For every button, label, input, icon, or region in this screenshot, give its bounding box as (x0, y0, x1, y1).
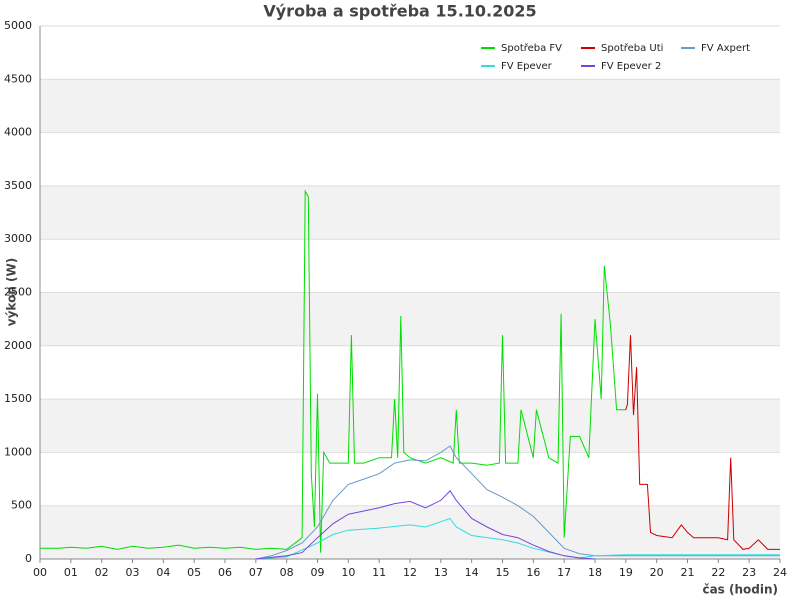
y-tick-label: 500 (11, 499, 32, 512)
legend-label: Spotřeba FV (501, 42, 562, 54)
y-tick-label: 3500 (4, 179, 32, 192)
y-tick-label: 2500 (4, 286, 32, 299)
x-tick-label: 17 (557, 566, 571, 579)
grid-band (40, 505, 780, 559)
x-tick-label: 04 (156, 566, 170, 579)
x-tick-label: 00 (33, 566, 47, 579)
x-tick-label: 07 (249, 566, 263, 579)
legend-label: FV Epever (501, 61, 553, 72)
legend-label: FV Axpert (701, 43, 750, 54)
legend-box (475, 37, 761, 75)
y-tick-label: 0 (25, 552, 32, 565)
y-tick-label: 1000 (4, 445, 32, 458)
series-line (255, 490, 596, 560)
grid-band (40, 399, 780, 453)
chart-title: Výroba a spotřeba 15.10.2025 (263, 2, 536, 21)
x-tick-label: 21 (681, 566, 695, 579)
grid-band (40, 185, 780, 240)
x-tick-label: 06 (218, 566, 232, 579)
y-tick-label: 4000 (4, 126, 32, 139)
grid-band (40, 79, 780, 133)
x-tick-label: 20 (650, 566, 664, 579)
x-tick-label: 13 (434, 566, 448, 579)
x-tick-label: 14 (465, 566, 479, 579)
x-tick-label: 16 (526, 566, 540, 579)
x-tick-label: 23 (742, 566, 756, 579)
x-tick-label: 22 (711, 566, 725, 579)
y-tick-label: 3000 (4, 232, 32, 245)
legend-label: Spotřeba Uti (601, 42, 663, 54)
x-tick-label: 02 (95, 566, 109, 579)
x-tick-label: 10 (341, 566, 355, 579)
x-tick-label: 05 (187, 566, 201, 579)
y-axis-label: výkon (W) (5, 258, 19, 326)
x-axis-label: čas (hodin) (702, 583, 778, 597)
y-tick-label: 5000 (4, 19, 32, 32)
series-line (40, 189, 626, 553)
legend: Spotřeba FV Spotřeba Uti FV Axpert FV Epeve… (475, 37, 761, 75)
x-tick-label: 19 (619, 566, 633, 579)
x-tick-label: 18 (588, 566, 602, 579)
legend-label: FV Epever 2 (601, 61, 661, 72)
series-line (625, 335, 780, 550)
x-tick-label: 08 (280, 566, 294, 579)
y-tick-label: 4500 (4, 72, 32, 85)
x-tick-label: 03 (126, 566, 140, 579)
x-tick-label: 12 (403, 566, 417, 579)
series-line (255, 445, 780, 560)
x-tick-label: 01 (64, 566, 78, 579)
y-tick-label: 2000 (4, 339, 32, 352)
x-tick-label: 24 (773, 566, 787, 579)
x-tick-label: 15 (496, 566, 510, 579)
y-tick-label: 1500 (4, 392, 32, 405)
x-tick-label: 11 (372, 566, 386, 579)
x-tick-label: 09 (311, 566, 325, 579)
grid-band (40, 292, 780, 346)
